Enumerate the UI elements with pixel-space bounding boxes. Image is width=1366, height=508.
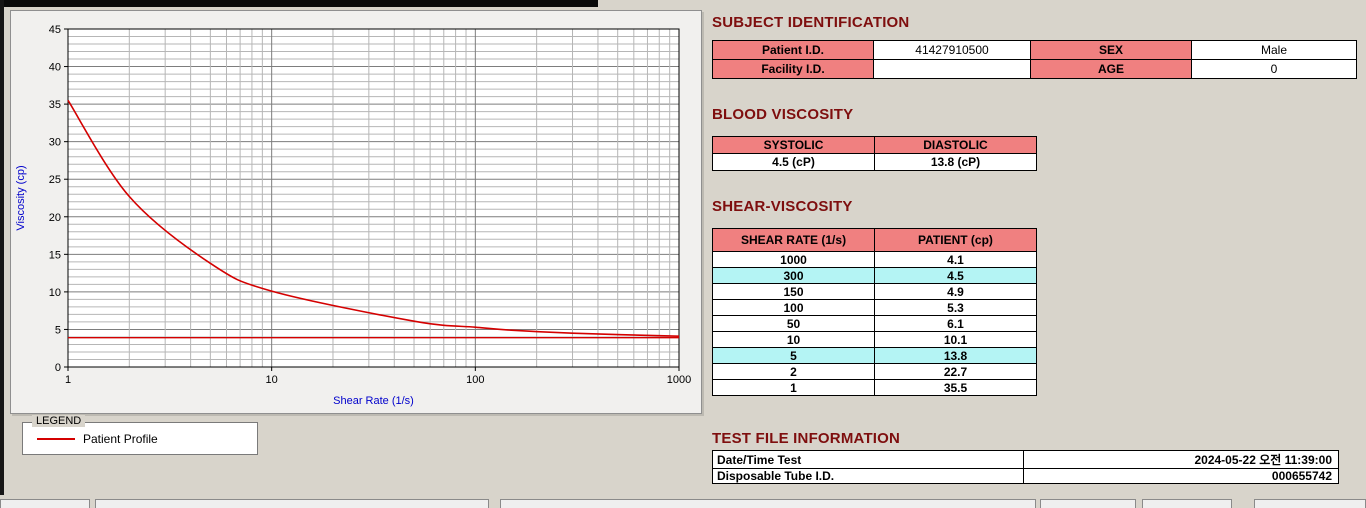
svg-text:20: 20 <box>49 212 61 224</box>
svg-text:1: 1 <box>65 374 71 386</box>
shear-rate-cell: 5 <box>712 347 875 364</box>
patient-viscosity-cell: 10.1 <box>874 331 1037 348</box>
shear-viscosity-chart: 0 5 10 15 20 25 30 35 40 45 1 10 100 1000 Shear Rate (… <box>15 24 691 407</box>
test-file-information-title: TEST FILE INFORMATION <box>712 430 901 447</box>
legend-box: Patient Profile <box>22 422 258 455</box>
svg-text:25: 25 <box>49 174 61 186</box>
shear-rate-cell: 10 <box>712 331 875 348</box>
age-value: 0 <box>1191 59 1357 79</box>
shear-rate-cell: 100 <box>712 299 875 316</box>
table-row: SYSTOLIC DIASTOLIC <box>712 136 1037 154</box>
diastolic-value: 13.8 (cP) <box>874 153 1037 171</box>
diastolic-label: DIASTOLIC <box>874 136 1037 154</box>
patient-viscosity-cell: 13.8 <box>874 347 1037 364</box>
patient-viscosity-cell: 5.3 <box>874 299 1037 316</box>
disposable-tube-id-value: 000655742 <box>1023 468 1339 484</box>
shear-rate-cell: 1 <box>712 379 875 396</box>
shear-rate-cell: 2 <box>712 363 875 380</box>
shear-viscosity-row: 300 4.5 <box>712 267 1037 284</box>
blood-viscosity-title: BLOOD VISCOSITY <box>712 106 854 123</box>
table-header-row: SHEAR RATE (1/s) PATIENT (cp) <box>712 228 1037 252</box>
shear-viscosity-row: 1000 4.1 <box>712 251 1037 268</box>
systolic-label: SYSTOLIC <box>712 136 875 154</box>
table-row: Disposable Tube I.D. 000655742 <box>712 468 1339 484</box>
bottom-control-fragment[interactable] <box>1142 499 1232 508</box>
date-time-test-label: Date/Time Test <box>712 450 1024 469</box>
shear-viscosity-chart-panel: 0 5 10 15 20 25 30 35 40 45 1 10 100 1000 Shear Rate (… <box>10 10 702 414</box>
table-row: Facility I.D. AGE 0 <box>712 59 1357 79</box>
patient-viscosity-cell: 35.5 <box>874 379 1037 396</box>
svg-text:Viscosity (cp): Viscosity (cp) <box>15 165 27 230</box>
svg-text:1000: 1000 <box>667 374 691 386</box>
svg-text:10: 10 <box>266 374 278 386</box>
shear-viscosity-row: 1 35.5 <box>712 379 1037 396</box>
shear-viscosity-row: 5 13.8 <box>712 347 1037 364</box>
blood-viscosity-table: SYSTOLIC DIASTOLIC 4.5 (cP) 13.8 (cP) <box>712 136 1037 171</box>
legend-series-label: Patient Profile <box>83 431 158 446</box>
bottom-control-fragment[interactable] <box>95 499 489 508</box>
shear-viscosity-title: SHEAR-VISCOSITY <box>712 198 853 215</box>
bottom-control-fragment[interactable] <box>1254 499 1366 508</box>
shear-viscosity-table: SHEAR RATE (1/s) PATIENT (cp) 1000 4.1 300… <box>712 228 1037 396</box>
facility-id-value <box>873 59 1031 79</box>
svg-text:35: 35 <box>49 99 61 111</box>
shear-viscosity-row: 150 4.9 <box>712 283 1037 300</box>
svg-text:40: 40 <box>49 62 61 74</box>
svg-text:5: 5 <box>55 324 61 336</box>
patient-id-value: 41427910500 <box>873 40 1031 60</box>
svg-text:30: 30 <box>49 137 61 149</box>
test-file-information-table: Date/Time Test 2024-05-22 오전 11:39:00 Di… <box>712 450 1339 484</box>
patient-viscosity-cell: 4.9 <box>874 283 1037 300</box>
shear-rate-cell: 300 <box>712 267 875 284</box>
patient-profile-line-swatch <box>37 437 75 440</box>
shear-viscosity-row: 2 22.7 <box>712 363 1037 380</box>
svg-text:15: 15 <box>49 249 61 261</box>
bottom-control-fragment[interactable] <box>0 499 90 508</box>
shear-rate-cell: 150 <box>712 283 875 300</box>
patient-id-label: Patient I.D. <box>712 40 874 60</box>
sex-value: Male <box>1191 40 1357 60</box>
disposable-tube-id-label: Disposable Tube I.D. <box>712 468 1024 484</box>
table-row: Patient I.D. 41427910500 SEX Male <box>712 40 1357 60</box>
shear-rate-column-header: SHEAR RATE (1/s) <box>712 228 875 252</box>
shear-rate-cell: 50 <box>712 315 875 332</box>
facility-id-label: Facility I.D. <box>712 59 874 79</box>
shear-viscosity-row: 10 10.1 <box>712 331 1037 348</box>
patient-column-header: PATIENT (cp) <box>874 228 1037 252</box>
subject-identification-table: Patient I.D. 41427910500 SEX Male Facili… <box>712 40 1357 79</box>
patient-viscosity-cell: 6.1 <box>874 315 1037 332</box>
svg-text:45: 45 <box>49 24 61 36</box>
svg-text:100: 100 <box>466 374 484 386</box>
svg-text:Shear Rate (1/s): Shear Rate (1/s) <box>333 395 414 407</box>
patient-viscosity-cell: 4.1 <box>874 251 1037 268</box>
bottom-control-fragment[interactable] <box>1040 499 1136 508</box>
patient-viscosity-cell: 4.5 <box>874 267 1037 284</box>
table-row: 4.5 (cP) 13.8 (cP) <box>712 153 1037 171</box>
patient-viscosity-cell: 22.7 <box>874 363 1037 380</box>
legend-title: LEGEND <box>32 415 86 427</box>
shear-viscosity-row: 50 6.1 <box>712 315 1037 332</box>
shear-rate-cell: 1000 <box>712 251 875 268</box>
age-label: AGE <box>1030 59 1192 79</box>
top-black-bar <box>0 0 598 7</box>
subject-identification-title: SUBJECT IDENTIFICATION <box>712 14 910 31</box>
date-time-test-value: 2024-05-22 오전 11:39:00 <box>1023 450 1339 469</box>
svg-text:10: 10 <box>49 287 61 299</box>
table-row: Date/Time Test 2024-05-22 오전 11:39:00 <box>712 450 1339 469</box>
sex-label: SEX <box>1030 40 1192 60</box>
systolic-value: 4.5 (cP) <box>712 153 875 171</box>
svg-text:0: 0 <box>55 362 61 374</box>
bottom-control-fragment[interactable] <box>500 499 1036 508</box>
left-window-edge <box>0 0 4 495</box>
shear-viscosity-row: 100 5.3 <box>712 299 1037 316</box>
